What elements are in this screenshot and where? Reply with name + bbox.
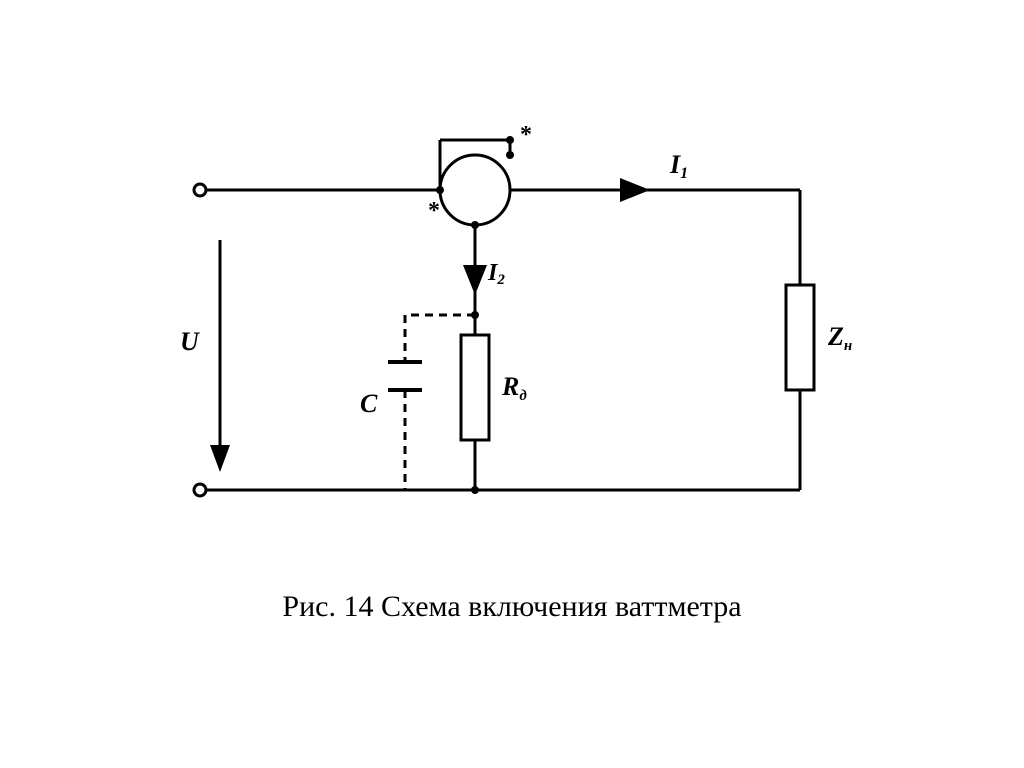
label-i1: I1 — [669, 150, 688, 182]
label-zn: Zн — [827, 322, 852, 354]
arrow-i2 — [463, 265, 487, 295]
terminal-top — [194, 184, 206, 196]
node-bridge-top-right — [506, 136, 514, 144]
circuit-diagram: U I1 I2 C Rд Zн * * — [140, 100, 860, 520]
label-star-left: * — [428, 198, 440, 224]
node-watt-bottom — [471, 221, 479, 229]
resistor-rd — [461, 335, 489, 440]
label-rd: Rд — [501, 372, 527, 404]
label-u: U — [180, 327, 200, 356]
arrow-i1 — [620, 178, 650, 202]
terminal-bottom — [194, 484, 206, 496]
node-watt-top-right — [506, 151, 514, 159]
impedance-zn — [786, 285, 814, 390]
node-bridge-left — [436, 186, 444, 194]
figure-caption: Рис. 14 Схема включения ваттметра — [0, 590, 1024, 624]
label-c: C — [360, 389, 378, 418]
label-star-top: * — [520, 122, 532, 148]
label-i2: I2 — [487, 260, 505, 288]
wattmeter-symbol — [440, 155, 510, 225]
voltage-u-arrowhead — [210, 445, 230, 472]
